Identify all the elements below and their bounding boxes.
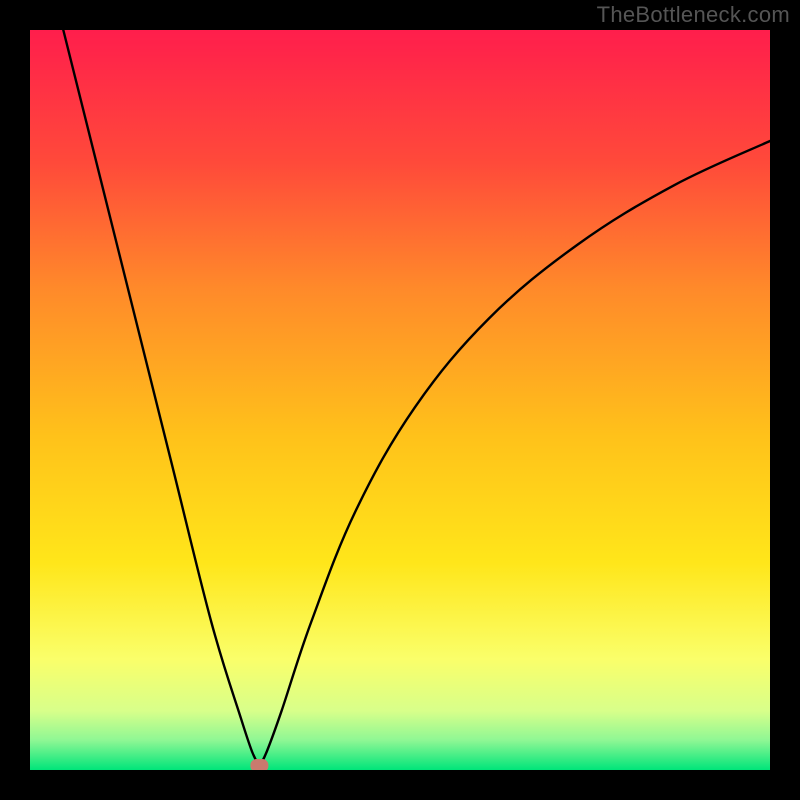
watermark-text: TheBottleneck.com (597, 2, 790, 28)
chart-root: TheBottleneck.com (0, 0, 800, 800)
chart-svg (0, 0, 800, 800)
gradient-background (30, 30, 770, 770)
